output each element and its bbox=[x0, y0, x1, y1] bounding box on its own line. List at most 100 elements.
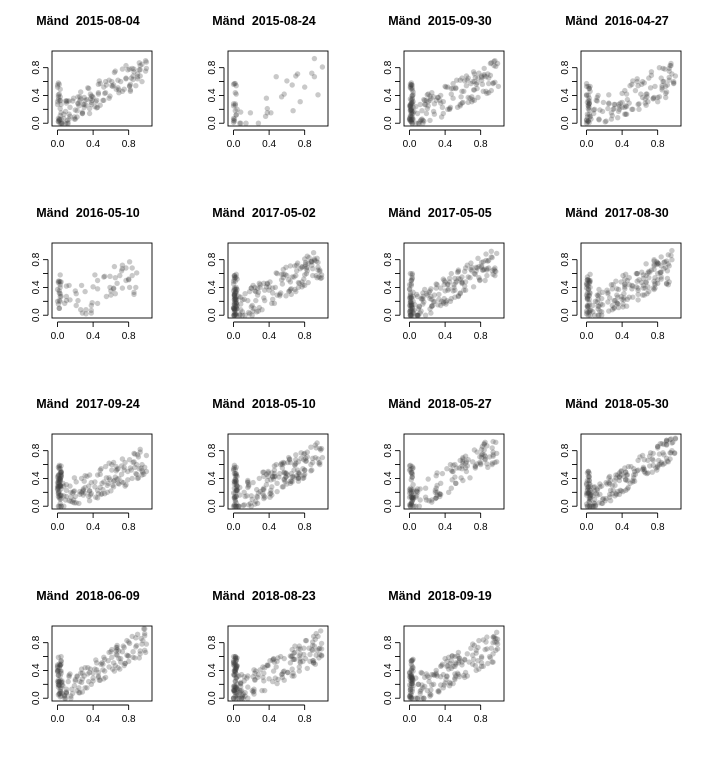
scatter-point bbox=[654, 261, 660, 268]
scatter-point bbox=[142, 630, 148, 637]
scatter-point bbox=[246, 309, 252, 316]
scatter-point bbox=[134, 270, 140, 276]
scatter-point bbox=[454, 77, 460, 83]
scatter-point bbox=[233, 112, 239, 118]
scatter-point bbox=[468, 80, 474, 87]
scatter-point bbox=[659, 87, 665, 93]
scatter-point bbox=[460, 460, 466, 466]
scatter-point bbox=[234, 276, 240, 282]
scatter-point bbox=[406, 467, 413, 473]
scatter-point bbox=[408, 113, 414, 120]
scatter-point bbox=[588, 116, 594, 122]
scatter-point bbox=[293, 272, 299, 279]
y-tick-label: 0.8 bbox=[560, 60, 571, 74]
scatter-point bbox=[127, 88, 134, 95]
scatter-point bbox=[231, 312, 238, 318]
scatter-point bbox=[448, 665, 454, 672]
scatter-point bbox=[427, 93, 433, 99]
scatter-point bbox=[232, 653, 238, 660]
scatter-panel: Mänd 2015-08-24 0.0 0.4 0.8 0.0 0.4 0.8 bbox=[176, 14, 352, 204]
scatter-point bbox=[585, 283, 591, 289]
scatter-point bbox=[246, 483, 252, 489]
scatter-point bbox=[410, 110, 416, 116]
scatter-point bbox=[636, 277, 642, 283]
scatter-point bbox=[287, 286, 294, 293]
scatter-point bbox=[100, 661, 106, 667]
scatter-point bbox=[54, 286, 61, 293]
scatter-point bbox=[426, 498, 432, 504]
scatter-point bbox=[238, 679, 244, 685]
scatter-point bbox=[409, 680, 415, 687]
x-tick-label: 0.8 bbox=[298, 139, 312, 150]
scatter-point bbox=[650, 457, 656, 464]
scatter-point bbox=[86, 493, 92, 500]
scatter-point bbox=[606, 479, 612, 486]
scatter-point bbox=[279, 484, 286, 490]
y-tick-label: 0.0 bbox=[207, 116, 218, 130]
scatter-point bbox=[87, 666, 94, 672]
y-tick-label: 0.4 bbox=[31, 88, 42, 102]
scatter-point bbox=[407, 307, 414, 314]
scatter-point bbox=[408, 661, 414, 667]
scatter-point bbox=[452, 275, 458, 282]
scatter-point bbox=[291, 656, 297, 662]
scatter-point bbox=[448, 270, 454, 277]
scatter-point bbox=[464, 262, 470, 268]
scatter-point bbox=[407, 310, 414, 316]
scatter-point bbox=[139, 78, 145, 85]
scatter-point bbox=[112, 291, 119, 297]
scatter-point bbox=[407, 293, 414, 300]
scatter-point bbox=[408, 312, 414, 318]
scatter-point bbox=[230, 312, 237, 318]
scatter-point bbox=[105, 658, 111, 664]
scatter-point bbox=[671, 450, 678, 457]
scatter-point bbox=[583, 280, 590, 286]
scatter-point bbox=[409, 111, 415, 117]
scatter-point bbox=[648, 69, 655, 75]
scatter-point bbox=[456, 655, 462, 661]
scatter-point bbox=[57, 98, 63, 104]
scatter-point bbox=[104, 489, 111, 495]
scatter-point bbox=[232, 311, 238, 317]
scatter-point bbox=[256, 304, 262, 311]
scatter-point bbox=[606, 92, 612, 98]
scatter-point bbox=[447, 104, 454, 111]
scatter-point bbox=[432, 489, 438, 495]
scatter-point bbox=[586, 111, 592, 117]
scatter-point bbox=[409, 270, 415, 277]
scatter-point bbox=[636, 106, 642, 113]
scatter-point bbox=[407, 83, 414, 90]
scatter-point bbox=[408, 107, 414, 113]
scatter-point bbox=[467, 95, 473, 101]
scatter-point bbox=[58, 472, 64, 478]
scatter-point bbox=[490, 640, 496, 646]
scatter-point bbox=[107, 477, 113, 483]
scatter-point bbox=[232, 290, 238, 296]
scatter-point bbox=[291, 274, 297, 280]
scatter-point bbox=[494, 639, 500, 645]
scatter-point bbox=[482, 453, 488, 459]
scatter-point bbox=[408, 489, 414, 495]
scatter-point bbox=[112, 68, 119, 74]
scatter-point bbox=[83, 307, 89, 313]
scatter-point bbox=[301, 457, 307, 463]
scatter-point bbox=[626, 282, 632, 288]
scatter-point bbox=[279, 465, 286, 471]
scatter-point bbox=[586, 296, 592, 302]
scatter-point bbox=[59, 120, 65, 126]
scatter-point bbox=[409, 117, 415, 123]
scatter-point bbox=[77, 94, 83, 100]
scatter-point bbox=[137, 449, 143, 455]
scatter-plot: 0.0 0.4 0.80.00.40.8 bbox=[207, 433, 329, 533]
scatter-point bbox=[129, 475, 135, 482]
scatter-point bbox=[658, 459, 664, 466]
scatter-point bbox=[118, 463, 125, 469]
scatter-point bbox=[88, 479, 95, 486]
scatter-point bbox=[232, 298, 238, 304]
scatter-point bbox=[141, 626, 147, 632]
scatter-point bbox=[408, 470, 414, 476]
scatter-point bbox=[271, 463, 278, 469]
scatter-point bbox=[289, 653, 295, 659]
scatter-point bbox=[430, 671, 437, 678]
scatter-point bbox=[494, 629, 500, 635]
